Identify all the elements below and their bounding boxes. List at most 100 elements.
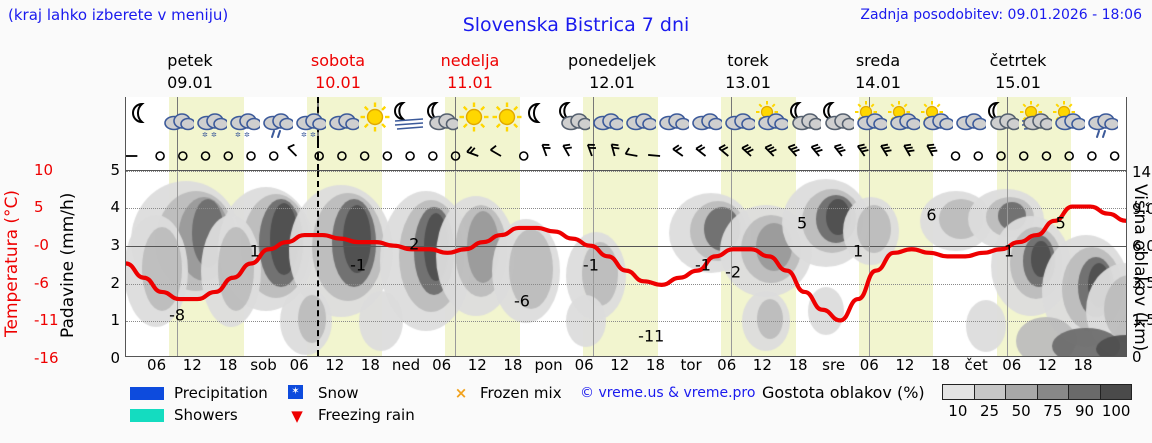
cloud-height-tick-3: 3.5 [1132, 274, 1152, 292]
cloud-scale-value-3: 75 [1043, 402, 1063, 420]
legend-snow-label: Snow [318, 384, 359, 402]
day-header-2: nedelja 11.01 [400, 50, 540, 94]
temp-label-2: -1 [350, 255, 367, 275]
temperature-tick-3: -6 [34, 274, 49, 292]
day-name: četrtek [989, 51, 1047, 70]
daylight-band-6 [996, 142, 1072, 170]
precipitation-tick-0: 5 [110, 161, 120, 179]
x-tick-11: pon [534, 356, 563, 374]
x-tick-8: 06 [432, 356, 452, 374]
weather-icon-moon-12 [524, 97, 557, 142]
x-tick-4: 06 [289, 356, 309, 374]
weather-icon-cloud-snow-3: ✲ ✲ [227, 97, 262, 142]
cloud-scale-step-5 [1099, 384, 1132, 400]
x-tick-0: 06 [147, 356, 167, 374]
x-tick-3: sob [250, 356, 277, 374]
svg-text:✲: ✲ [211, 131, 217, 139]
svg-text:✲: ✲ [235, 131, 241, 139]
frozen-mix-marker-1: × [183, 171, 193, 173]
temp-label-9: 5 [797, 213, 808, 233]
temp-label-7: -1 [694, 255, 711, 275]
weather-icon-moon-cloud-21 [821, 97, 857, 142]
cloud-scale-value-2: 50 [1011, 402, 1031, 420]
x-tick-16: 06 [717, 356, 737, 374]
weather-icon-cloud-snow-2: ✲ ✲ [194, 97, 229, 142]
day-date: 11.01 [447, 73, 493, 92]
day-header-0: petek 09.01 [120, 50, 260, 94]
precipitation-tick-5: 0 [110, 349, 120, 367]
wind-day-separator-2 [454, 142, 456, 170]
legend-precipitation-label: Precipitation [174, 384, 268, 402]
weather-icon-sun-cloud-22 [854, 97, 889, 142]
day-name: sreda [855, 51, 901, 70]
freezing-rain-marker-7: ▼ [278, 171, 288, 173]
h-gridline-0 [126, 171, 1126, 172]
temp-label-3: 2 [409, 234, 420, 254]
cloud-scale-value-0: 10 [948, 402, 968, 420]
cloud-scale-value-4: 90 [1074, 402, 1095, 420]
weather-icon-moon-cloud-20 [788, 97, 824, 142]
weather-icon-sun-cloud-19 [755, 97, 790, 142]
x-tick-20: 06 [859, 356, 879, 374]
weather-icon-cloud-25 [953, 97, 988, 142]
weather-icon-cloud-16 [656, 97, 691, 142]
weather-icon-moon-cloud-13 [557, 97, 593, 142]
wind-day-separator-6 [1007, 142, 1009, 170]
daylight-band-5 [858, 142, 934, 170]
svg-text:✲: ✲ [310, 131, 316, 139]
x-tick-10: 18 [503, 356, 523, 374]
weather-icon-moon-0 [128, 97, 161, 142]
x-tick-12: 06 [574, 356, 594, 374]
cloud-density-scale [942, 384, 1132, 400]
precip-bar-0 [219, 170, 224, 171]
day-header-4: torek 13.01 [678, 50, 818, 94]
precipitation-tick-2: 3 [110, 236, 120, 254]
v-gridline-0 [176, 171, 178, 356]
h-gridline-1 [126, 208, 1126, 209]
wind-barb-strip [125, 142, 1127, 170]
weather-icon-sun-10 [458, 97, 491, 142]
temperature-curve [126, 204, 1126, 323]
weather-icon-cloud-17 [689, 97, 724, 142]
svg-text:✲: ✲ [301, 131, 307, 139]
cloud-scale-step-1 [973, 384, 1005, 400]
v-gridline-3 [593, 171, 595, 356]
wind-day-separator-5 [869, 142, 871, 170]
frozen-mix-marker-8: × [287, 171, 297, 173]
v-gridline-6 [1007, 171, 1009, 356]
cloud-scale-value-5: 100 [1101, 402, 1131, 420]
x-tick-13: 12 [610, 356, 630, 374]
x-tick-19: sre [822, 356, 846, 374]
weather-icon-cloud-rain-4 [260, 97, 295, 142]
weather-icon-cloud-snow-5: ✲ ✲ [293, 97, 328, 142]
weather-icon-sun-cloud-23 [887, 97, 922, 142]
frozen-mix-marker-0: × [175, 171, 185, 173]
frozen-mix-marker-4: × [209, 171, 219, 173]
day-date: 13.01 [725, 73, 771, 92]
precip-bar-5 [1084, 170, 1089, 171]
precipitation-tick-1: 4 [110, 198, 120, 216]
x-tick-15: tor [680, 356, 702, 374]
x-tick-24: 06 [1002, 356, 1022, 374]
cloud-height-tick-2: 6.0 [1132, 237, 1152, 255]
h-gridline-4 [126, 321, 1126, 322]
precipitation-tick-4: 1 [110, 311, 120, 329]
legend: Precipitation Showers ✶ Snow ▼ Freezing … [122, 383, 1152, 441]
weather-icon-cloud-18 [722, 97, 757, 142]
x-tick-23: čet [964, 356, 988, 374]
x-tick-5: 12 [325, 356, 345, 374]
page-title: Slovenska Bistrica 7 dni [462, 14, 690, 36]
menu-hint-text: (kraj lahko izberete v meniju) [8, 6, 229, 24]
weather-icon-sun-cloud-28 [1052, 97, 1087, 142]
wind-day-separator-1 [316, 142, 320, 170]
day-name: nedelja [440, 51, 500, 70]
temp-label-0: -8 [169, 305, 186, 325]
cloud-scale-step-2 [1005, 384, 1037, 400]
frozen-mix-marker-6: × [263, 171, 273, 173]
frozen-mix-marker-3: × [200, 171, 210, 173]
day-name: torek [727, 51, 769, 70]
wind-day-separator-4 [731, 142, 733, 170]
day-date: 12.01 [589, 73, 635, 92]
cloud-height-tick-1: 9.0 [1132, 200, 1152, 218]
